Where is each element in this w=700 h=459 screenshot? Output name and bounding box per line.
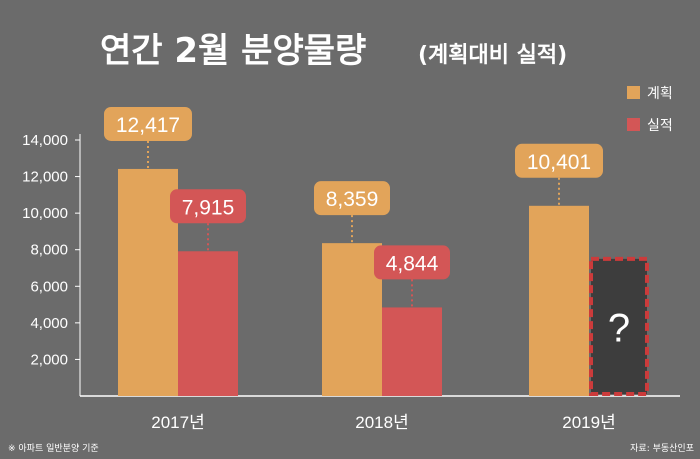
bar-plan: [529, 205, 589, 396]
unknown-marker-label: ?: [608, 306, 630, 350]
y-tick-label: 10,000: [22, 205, 68, 222]
data-label-plan: 12,417: [116, 114, 180, 137]
data-label-actual-box: [374, 245, 450, 280]
bar-plan: [322, 243, 382, 396]
legend-label: 실적: [647, 118, 673, 134]
bars: 12,417 7,915 8,359 4,844 10,401?: [104, 106, 649, 396]
data-label-plan: 8,359: [326, 188, 379, 211]
footnote-source: 자료: 부동산인포: [630, 443, 694, 454]
chart-subtitle: (계획대비 실적): [418, 43, 567, 68]
x-axis: 2017년 2018년 2019년: [151, 413, 615, 432]
data-label-actual: 4,844: [386, 252, 439, 275]
y-tick-label: 6,000: [30, 278, 68, 295]
data-label-plan: 10,401: [527, 151, 591, 174]
category-label: 2018년: [355, 413, 408, 432]
data-label-plan-box: [515, 143, 603, 178]
bar-unknown: [589, 256, 649, 396]
y-tick-label: 2,000: [30, 351, 68, 368]
y-tick-label: 14,000: [22, 132, 68, 149]
bar-plan: [118, 168, 178, 396]
data-label-actual-box: [170, 189, 246, 224]
y-tick-label: 8,000: [30, 242, 68, 259]
bar-actual: [178, 251, 238, 396]
legend-label: 계획: [647, 86, 673, 102]
data-label-plan-box: [314, 181, 390, 216]
data-label-actual: 7,915: [182, 196, 235, 219]
category-label: 2017년: [151, 413, 204, 432]
y-tick-label: 12,000: [22, 169, 68, 186]
y-tick-label: 4,000: [30, 315, 68, 332]
chart-title: 연간 2월 분양물량: [100, 31, 366, 71]
footnote-basis: ※ 아파트 일반분양 기준: [8, 443, 99, 454]
legend-swatch: [627, 86, 640, 99]
category-label: 2019년: [562, 413, 615, 432]
bar-actual: [382, 307, 442, 396]
legend-swatch: [627, 118, 640, 131]
data-label-plan-box: [104, 106, 192, 141]
